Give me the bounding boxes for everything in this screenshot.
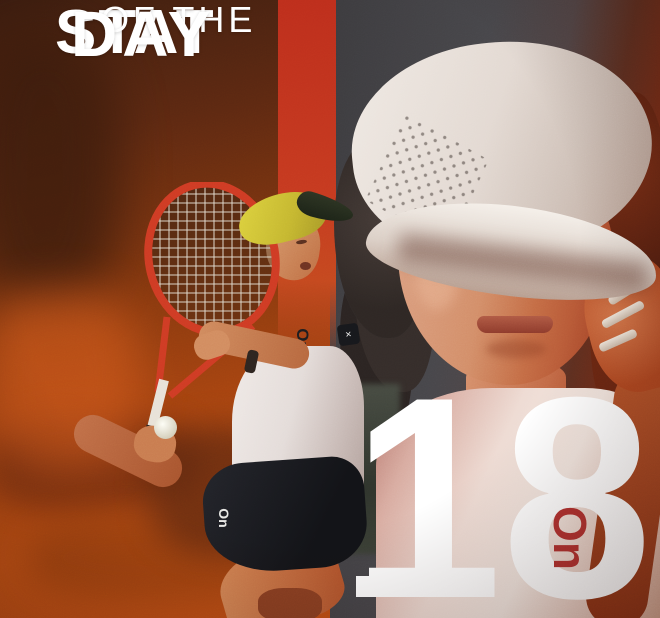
on-logo-shorts: On — [216, 508, 232, 528]
leg — [258, 588, 322, 618]
stat-number: 18 — [352, 337, 652, 618]
crowd-blur-blob — [0, 30, 120, 310]
tennis-ball-icon — [154, 416, 177, 439]
numeral-one-foot — [356, 576, 460, 597]
on-logo-in-number: On — [544, 506, 596, 570]
headline-word-day: DAY — [71, 0, 216, 70]
mouth — [300, 262, 311, 270]
